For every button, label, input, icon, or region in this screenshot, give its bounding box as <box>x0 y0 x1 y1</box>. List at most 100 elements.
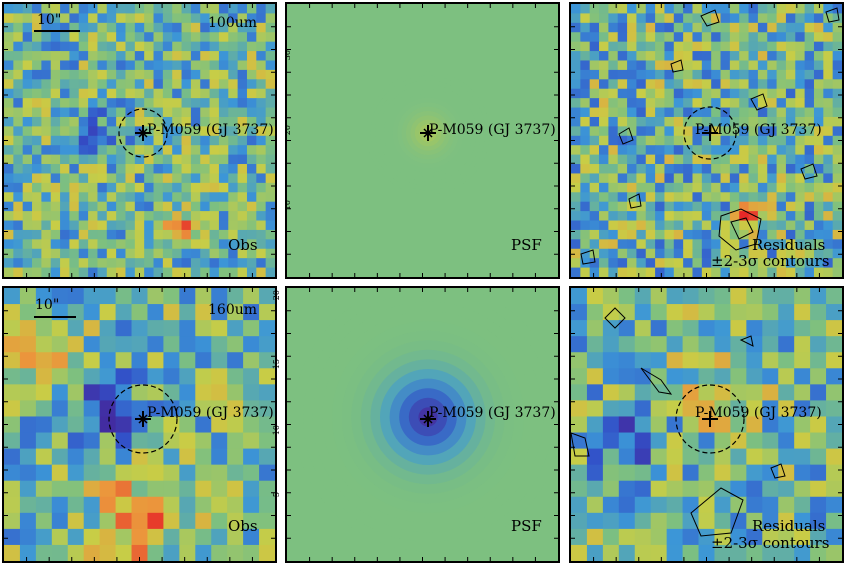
pixel <box>617 182 628 193</box>
pixel <box>602 288 620 305</box>
pixel <box>22 258 33 269</box>
pixel <box>125 145 136 156</box>
pixel <box>804 145 815 156</box>
pixel <box>617 267 628 277</box>
pixel <box>4 116 14 127</box>
pixel <box>810 384 827 402</box>
pixel <box>32 126 42 137</box>
pixel <box>832 13 842 24</box>
pixel <box>218 51 229 62</box>
pixel <box>832 248 842 259</box>
pixel <box>13 51 24 62</box>
pixel <box>144 13 155 24</box>
pixel <box>190 69 201 80</box>
frame-ticks <box>571 288 842 561</box>
pixel <box>195 416 212 434</box>
pixel <box>571 13 581 24</box>
pixel <box>826 288 842 305</box>
pixel <box>265 267 275 277</box>
pixel <box>13 239 24 250</box>
pixel <box>69 145 80 156</box>
pixel <box>730 448 747 466</box>
pixel <box>729 69 740 80</box>
pixel <box>739 239 750 250</box>
pixel <box>97 135 108 146</box>
pixel <box>767 79 778 90</box>
pixel <box>116 107 127 118</box>
pixel <box>636 79 647 90</box>
pixel <box>804 248 815 259</box>
pixel <box>195 544 212 561</box>
pixel <box>571 98 581 109</box>
band-label: 100um <box>208 15 258 31</box>
pixel <box>228 182 239 193</box>
pixel <box>571 220 581 231</box>
pixel <box>655 211 666 222</box>
pixel <box>35 448 53 466</box>
pixel <box>237 229 248 240</box>
pixel <box>200 220 211 231</box>
pixel <box>13 173 24 184</box>
pixel <box>19 304 37 321</box>
pixel <box>627 51 638 62</box>
pixel <box>785 88 796 99</box>
pixel <box>78 135 89 146</box>
pixel <box>729 98 740 109</box>
pixel <box>4 173 14 184</box>
pixel <box>13 41 24 52</box>
pixel <box>645 135 656 146</box>
pixel <box>776 173 787 184</box>
pixel <box>190 258 201 269</box>
pixel <box>778 304 795 321</box>
pixel <box>125 192 136 203</box>
pixel <box>172 201 183 212</box>
pixel <box>673 60 684 71</box>
pixel <box>655 88 666 99</box>
pixel <box>720 211 731 222</box>
pixel <box>162 69 173 80</box>
pixel <box>265 22 275 33</box>
pixel <box>153 4 164 15</box>
pixel <box>227 480 244 498</box>
pixel <box>51 464 69 482</box>
pixel <box>60 107 71 118</box>
pixel <box>650 448 668 466</box>
pixel <box>778 448 795 466</box>
pixel <box>256 164 267 175</box>
pixel <box>144 60 155 71</box>
pixel <box>243 528 260 546</box>
pixel <box>144 126 155 137</box>
pixel <box>586 352 604 369</box>
pixel <box>810 480 827 498</box>
pixel <box>144 107 155 118</box>
pixel <box>655 41 666 52</box>
pixel <box>645 211 656 222</box>
pixel <box>162 154 173 165</box>
pixel <box>776 258 787 269</box>
pixel <box>711 201 722 212</box>
pixel <box>211 448 228 466</box>
pixel <box>78 69 89 80</box>
pixel <box>730 288 747 305</box>
pixel <box>211 432 228 450</box>
pixel <box>209 88 220 99</box>
pixel <box>813 173 824 184</box>
pixel <box>804 126 815 137</box>
pixel <box>106 248 117 259</box>
pixel <box>147 528 165 546</box>
pixel <box>97 22 108 33</box>
pixel <box>35 384 53 402</box>
pixel <box>673 248 684 259</box>
pixel <box>50 32 61 43</box>
pixel <box>144 32 155 43</box>
pixel <box>748 79 759 90</box>
pixel <box>683 201 694 212</box>
pixel <box>757 79 768 90</box>
pixel <box>181 258 192 269</box>
pixel <box>673 4 684 15</box>
pixel <box>246 60 257 71</box>
pixel <box>88 248 99 259</box>
pixel <box>599 173 609 184</box>
pixel <box>634 288 652 305</box>
pixel <box>645 248 656 259</box>
